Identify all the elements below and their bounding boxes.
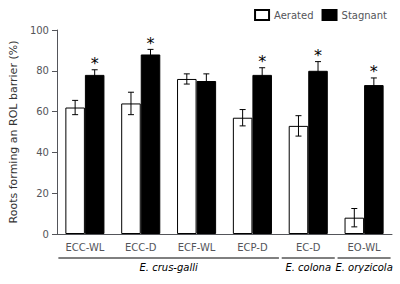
svg-text:20: 20: [36, 188, 49, 199]
svg-text:E. colona: E. colona: [285, 262, 331, 273]
svg-text:0: 0: [43, 229, 49, 240]
svg-text:Roots forming an ROL barrier (: Roots forming an ROL barrier (%): [7, 41, 20, 224]
svg-text:EC-D: EC-D: [296, 242, 321, 253]
svg-text:80: 80: [36, 65, 49, 76]
svg-text:ECC-WL: ECC-WL: [65, 242, 104, 253]
svg-text:Stagnant: Stagnant: [342, 10, 388, 21]
svg-text:*: *: [370, 62, 378, 81]
svg-text:40: 40: [36, 147, 49, 158]
svg-text:*: *: [314, 46, 322, 65]
svg-text:ECF-WL: ECF-WL: [178, 242, 216, 253]
svg-text:E. crus-galli: E. crus-galli: [140, 262, 198, 273]
svg-text:ECP-D: ECP-D: [237, 242, 268, 253]
svg-text:100: 100: [30, 25, 49, 36]
svg-text:EO-WL: EO-WL: [348, 242, 382, 253]
svg-text:ECC-D: ECC-D: [125, 242, 157, 253]
svg-text:E. oryzicola: E. oryzicola: [335, 262, 392, 273]
svg-text:Aerated: Aerated: [274, 10, 313, 21]
svg-text:*: *: [91, 54, 99, 73]
svg-text:60: 60: [36, 106, 49, 117]
svg-text:*: *: [147, 34, 155, 53]
svg-text:*: *: [258, 52, 266, 71]
